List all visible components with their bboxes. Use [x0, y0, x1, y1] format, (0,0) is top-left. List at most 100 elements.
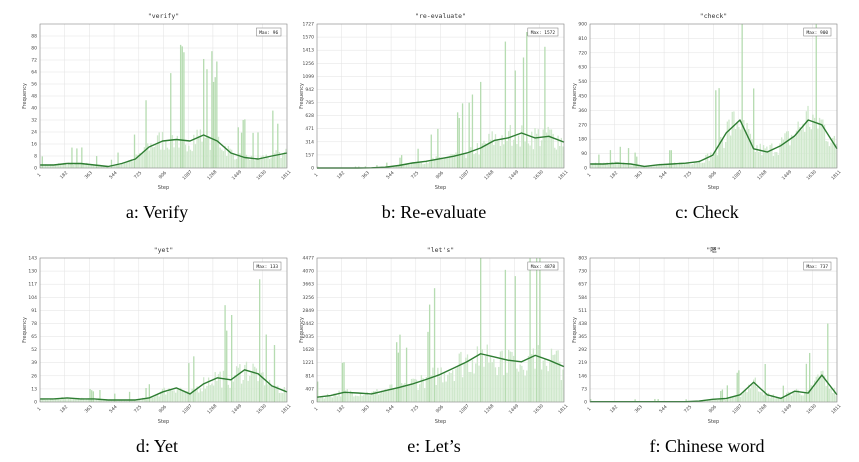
x-tick-label: 1087 — [458, 169, 470, 181]
frequency-bar — [270, 157, 272, 168]
frequency-bar — [453, 381, 455, 402]
y-tick-label: 72 — [31, 58, 37, 64]
frequency-bar — [813, 117, 816, 168]
frequency-bar — [504, 269, 507, 402]
x-tick-label: 725 — [133, 170, 143, 180]
frequency-bar — [405, 347, 408, 402]
chart-svg: "check" 0 90 180 270 360 450 540 630 720 810 900 1 18… — [572, 12, 843, 191]
frequency-bar — [636, 156, 638, 168]
frequency-bar — [179, 387, 182, 402]
frequency-bar — [797, 121, 799, 168]
frequency-bar — [268, 159, 271, 168]
frequency-bar — [509, 124, 511, 168]
frequency-bar — [323, 398, 325, 402]
frequency-bar — [219, 371, 221, 402]
chart-svg: "嗯" 0 73 146 219 292 365 438 511 584 657 730 803 1 182… — [572, 246, 843, 425]
frequency-bar — [725, 142, 727, 168]
frequency-bar — [123, 399, 126, 402]
frequency-bar — [320, 396, 322, 402]
frequency-bar — [767, 392, 770, 402]
frequency-bar — [235, 158, 238, 168]
frequency-bar — [381, 390, 383, 402]
x-tick-label: 1 — [313, 406, 319, 412]
frequency-bar — [414, 378, 416, 402]
frequency-bar — [475, 363, 477, 402]
plot-frame — [589, 23, 838, 169]
frequency-bar — [382, 391, 385, 402]
frequency-bar — [438, 376, 441, 402]
x-tick-label: 1449 — [508, 403, 520, 415]
frequency-bar — [677, 165, 679, 168]
frequency-bar — [163, 387, 165, 402]
frequency-bar — [430, 375, 432, 402]
subfigure-caption: c: Check — [675, 202, 739, 222]
frequency-bar — [501, 135, 503, 168]
frequency-bar — [455, 368, 457, 402]
frequency-bar — [494, 367, 497, 402]
frequency-bar — [72, 397, 75, 402]
frequency-bar — [761, 392, 763, 402]
frequency-bar — [194, 144, 197, 168]
max-label: Max: 4878 — [531, 264, 556, 270]
frequency-bar — [267, 157, 269, 168]
frequency-bar — [452, 154, 454, 168]
frequency-bar — [247, 158, 249, 168]
frequency-bar — [823, 124, 826, 168]
frequency-bar — [529, 145, 531, 168]
frequency-bar — [216, 61, 218, 169]
frequency-bar — [448, 155, 451, 168]
frequency-bar — [71, 147, 73, 168]
frequency-bar — [227, 384, 230, 402]
y-tick-label: 40 — [31, 106, 37, 112]
frequency-bar — [427, 163, 429, 168]
frequency-bar — [245, 154, 248, 168]
frequency-bar — [358, 396, 360, 402]
frequency-bar — [738, 127, 740, 168]
max-label-box — [256, 27, 282, 37]
frequency-bar — [442, 382, 444, 402]
frequency-bar — [703, 162, 705, 168]
frequency-bar — [445, 157, 447, 168]
frequency-bar — [424, 388, 426, 402]
y-tick-label: 1221 — [303, 360, 315, 366]
frequency-bar — [506, 140, 508, 168]
frequency-bar — [448, 372, 451, 402]
frequency-bar — [341, 362, 344, 402]
frequency-bar — [183, 52, 185, 168]
frequency-bar — [678, 162, 681, 168]
frequency-bar — [622, 162, 625, 168]
frequency-bar — [194, 390, 197, 402]
frequency-bar — [54, 398, 57, 402]
frequency-bar — [100, 166, 103, 168]
frequency-bar — [777, 154, 780, 168]
frequency-bar — [138, 153, 141, 168]
y-tick-label: 0 — [584, 166, 587, 172]
frequency-bar — [260, 156, 262, 168]
frequency-bar — [259, 159, 261, 168]
frequency-bar — [201, 141, 203, 168]
frequency-bar — [440, 157, 442, 168]
frequency-bar — [771, 395, 773, 402]
y-tick-label: 360 — [578, 108, 587, 114]
x-tick-label: 544 — [108, 404, 118, 414]
frequency-bar — [100, 399, 103, 402]
frequency-bar — [483, 366, 485, 402]
x-tick-label: 1449 — [508, 169, 520, 181]
frequency-bar — [698, 160, 700, 168]
frequency-bar — [781, 397, 783, 402]
y-tick-label: 785 — [305, 100, 314, 106]
frequency-bar — [685, 399, 687, 402]
frequency-bar — [723, 398, 725, 402]
frequency-bar — [399, 334, 401, 402]
x-tick-label: 1811 — [280, 169, 292, 181]
frequency-bar — [242, 379, 244, 402]
frequency-bar — [603, 162, 605, 168]
frequency-bar — [201, 391, 203, 402]
frequency-bar — [151, 397, 154, 402]
frequency-bar — [336, 396, 339, 402]
frequency-bar — [348, 394, 350, 402]
frequency-bar — [516, 368, 518, 402]
frequency-bar — [792, 391, 794, 402]
frequency-bar — [532, 149, 535, 168]
frequency-bar — [64, 162, 67, 168]
